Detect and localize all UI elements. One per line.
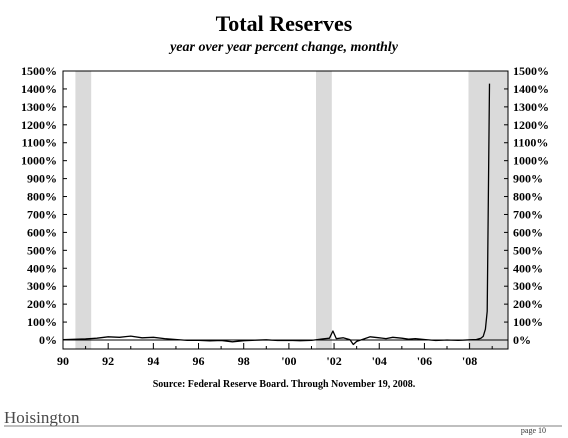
y-tick-label-left: 1100%	[22, 136, 57, 150]
x-tick-label: 90	[57, 354, 69, 368]
y-tick-label-right: 1300%	[513, 100, 549, 114]
y-tick-label-left: 800%	[27, 190, 57, 204]
y-tick-label-right: 700%	[513, 207, 543, 221]
x-tick-label: 98	[238, 354, 250, 368]
series-line	[62, 83, 491, 346]
x-tick-label: '00	[281, 354, 296, 368]
y-tick-label-left: 400%	[27, 261, 57, 275]
chart-title: Total Reserves	[216, 11, 353, 36]
source-note: Source: Federal Reserve Board. Through N…	[153, 379, 416, 390]
recession-band	[316, 71, 332, 349]
page-number: page 10	[521, 426, 546, 435]
chart-subtitle: year over year percent change, monthly	[168, 40, 399, 55]
y-tick-label-left: 500%	[27, 243, 57, 257]
y-tick-label-left: 1200%	[21, 118, 57, 132]
hoisington-logo: Hoisington	[4, 408, 80, 427]
y-tick-label-right: 100%	[513, 315, 543, 329]
y-tick-label-right: 600%	[513, 225, 543, 239]
y-tick-label-right: 1000%	[513, 154, 549, 168]
y-tick-label-right: 500%	[513, 243, 543, 257]
y-tick-label-right: 200%	[513, 297, 543, 311]
y-axis-ticks: 0% 0% 100% 100% 200% 200% 300% 300% 400% 400% 500%…	[21, 64, 549, 347]
y-tick-label-right: 0%	[513, 333, 531, 347]
x-tick-label: 96	[193, 354, 205, 368]
y-tick-label-left: 300%	[27, 279, 57, 293]
y-tick-label-left: 1000%	[21, 154, 57, 168]
y-tick-label-left: 0%	[39, 333, 57, 347]
x-tick-label: 92	[102, 354, 114, 368]
y-tick-label-right: 1100%	[513, 136, 548, 150]
y-tick-label-left: 700%	[27, 207, 57, 221]
y-tick-label-left: 1400%	[21, 82, 57, 96]
x-axis-ticks: 90 92 94 96 98 '00 '02 '04 '06 '08	[57, 343, 493, 368]
x-tick-label: '08	[462, 354, 477, 368]
y-tick-label-left: 200%	[27, 297, 57, 311]
x-tick-label: '02	[326, 354, 341, 368]
recession-band	[75, 71, 92, 349]
x-tick-label: '04	[372, 354, 387, 368]
y-tick-label-right: 900%	[513, 172, 543, 186]
y-tick-label-left: 100%	[27, 315, 57, 329]
y-tick-label-right: 300%	[513, 279, 543, 293]
y-tick-label-right: 800%	[513, 190, 543, 204]
y-tick-label-left: 1500%	[21, 64, 57, 78]
x-tick-label: '06	[417, 354, 432, 368]
y-tick-label-left: 600%	[27, 225, 57, 239]
recession-bands	[63, 71, 508, 349]
y-tick-label-right: 400%	[513, 261, 543, 275]
y-tick-label-left: 1300%	[21, 100, 57, 114]
plot-frame	[62, 70, 509, 350]
y-tick-label-right: 1200%	[513, 118, 549, 132]
y-tick-label-right: 1400%	[513, 82, 549, 96]
y-tick-label-left: 900%	[27, 172, 57, 186]
x-tick-label: 94	[147, 354, 159, 368]
y-tick-label-right: 1500%	[513, 64, 549, 78]
series-lines	[62, 83, 491, 346]
